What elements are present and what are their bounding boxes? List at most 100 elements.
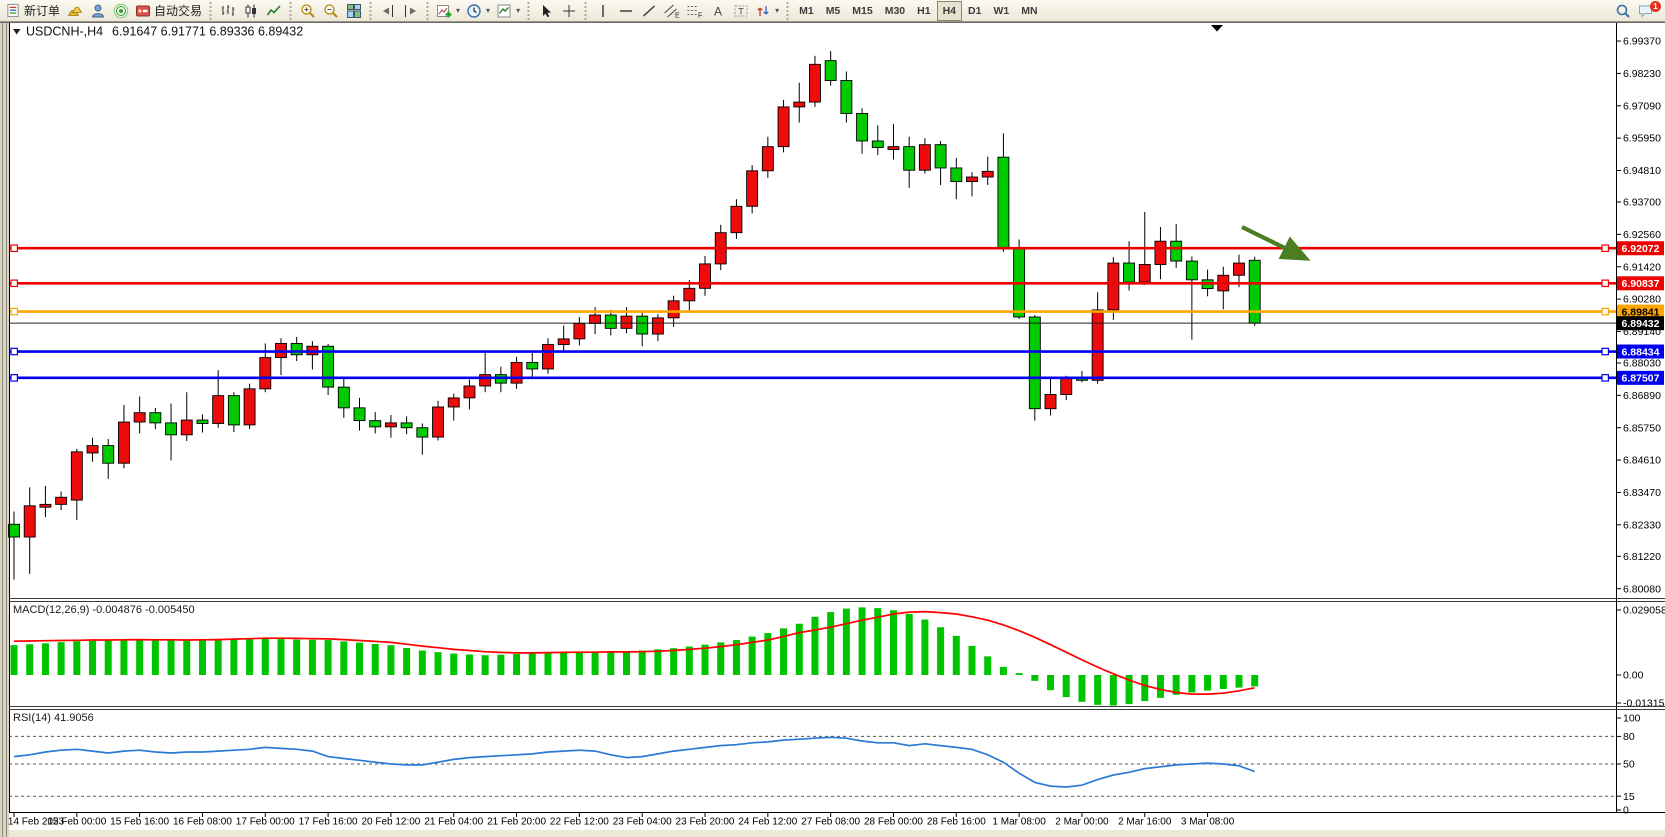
candle-body <box>934 144 947 169</box>
community-button[interactable] <box>86 1 109 21</box>
line-handle[interactable] <box>10 244 19 253</box>
line-handle[interactable] <box>1601 244 1610 253</box>
timeframe-h1-button[interactable]: H1 <box>911 1 936 21</box>
tile-windows-button[interactable] <box>342 1 365 21</box>
horizontal-line-objects[interactable]: 6.92072 6.90837 6.89841 6.88434 6.87507 6.894… <box>9 241 1664 385</box>
timeframe-m15-button[interactable]: M15 <box>846 1 878 21</box>
rsi-axis-label: 15 <box>1623 791 1635 803</box>
bid-label-box <box>1617 316 1664 331</box>
price-label-box <box>1617 304 1664 319</box>
candle-body <box>1044 394 1057 410</box>
time-label: 21 Feb 20:00 <box>487 817 546 828</box>
macd-bar <box>214 639 222 675</box>
macd-bar <box>999 666 1007 675</box>
autotrading-button[interactable]: 自动交易 <box>132 1 205 21</box>
left-splitter[interactable] <box>0 22 9 837</box>
macd-bar <box>748 636 756 675</box>
candle-body <box>887 146 900 150</box>
new-chart-button[interactable] <box>433 1 463 21</box>
arrows-icon <box>757 5 769 16</box>
candle-body <box>1060 377 1073 395</box>
candle-body <box>557 338 570 345</box>
horizontal-line-button[interactable] <box>614 1 637 21</box>
macd-bar <box>230 639 238 675</box>
line-handle[interactable] <box>1601 307 1610 316</box>
search-button[interactable] <box>1611 1 1634 21</box>
zoom-in-button[interactable] <box>296 1 319 21</box>
macd-bar <box>198 639 206 675</box>
auto-scroll-icon <box>404 4 416 17</box>
macd-bar <box>1047 675 1055 691</box>
macd-bar <box>513 654 521 675</box>
text-label-icon: T <box>734 5 748 16</box>
candle-body <box>165 422 178 436</box>
time-label: 15 Feb 00:00 <box>47 817 106 828</box>
macd-bar <box>732 640 740 675</box>
line-chart-button[interactable] <box>262 1 285 21</box>
chat-button[interactable]: 1 <box>1634 0 1661 21</box>
vertical-line-button[interactable] <box>591 1 614 21</box>
signals-button[interactable] <box>109 1 132 21</box>
timeframe-buttons: M1 M5 M15 M30 H1 H4 D1 W1 MN <box>793 0 1043 21</box>
autotrading-label: 自动交易 <box>154 4 203 18</box>
vertical-line-icon <box>601 4 604 17</box>
macd-bar <box>167 639 175 675</box>
auto-scroll-button[interactable] <box>399 1 422 21</box>
candle-body <box>651 317 664 335</box>
chart-shift-button[interactable] <box>376 1 399 21</box>
fibonacci-button[interactable]: F <box>683 1 706 21</box>
line-handle[interactable] <box>1601 347 1610 356</box>
text-label-button[interactable]: T <box>729 1 752 21</box>
zoom-out-button[interactable] <box>319 1 342 21</box>
new-chart-icon <box>437 4 452 17</box>
bar-chart-button[interactable] <box>216 1 239 21</box>
arrows-tool-button[interactable] <box>752 1 782 21</box>
chart-bg <box>9 23 1665 830</box>
line-handle[interactable] <box>10 307 19 316</box>
candle-body <box>793 101 806 108</box>
equidistant-channel-button[interactable]: E <box>660 1 683 21</box>
candle-body <box>102 445 115 464</box>
candle-body <box>856 112 869 142</box>
macd-bar <box>450 653 458 675</box>
timeframe-m1-button[interactable]: M1 <box>793 1 820 21</box>
timeframe-m5-button[interactable]: M5 <box>820 1 847 21</box>
macd-bar <box>1172 675 1180 695</box>
timeframe-mn-button[interactable]: MN <box>1015 1 1043 21</box>
timeframe-h4-button[interactable]: H4 <box>936 0 963 21</box>
macd-bar <box>685 646 693 675</box>
candlestick-chart-button[interactable] <box>239 1 262 21</box>
chart-area[interactable]: 6.92072 6.90837 6.89841 6.88434 6.87507 6.894… <box>0 22 1665 837</box>
zoom-in-icon <box>300 3 315 18</box>
sell-arrow-annotation[interactable] <box>1241 225 1311 261</box>
price-axis[interactable]: 6.99370 6.98230 6.97090 6.95950 6.94810 6.937… <box>1616 36 1661 596</box>
line-handle[interactable] <box>1601 374 1610 382</box>
price-label: 6.89841 <box>1622 306 1660 318</box>
periods-button[interactable] <box>463 1 493 21</box>
time-label: 3 Mar 08:00 <box>1181 817 1235 828</box>
timeframe-d1-button[interactable]: D1 <box>962 1 987 21</box>
new-order-label: 新订单 <box>24 4 61 18</box>
cursor-button[interactable] <box>534 1 557 21</box>
shift-marker-icon <box>1211 25 1223 32</box>
candle-body <box>1123 262 1136 283</box>
line-handle[interactable] <box>10 279 19 288</box>
candle-body <box>353 407 366 422</box>
timeframe-m30-button[interactable]: M30 <box>879 1 911 21</box>
equidistant-channel-icon: E <box>664 4 680 19</box>
new-order-button[interactable]: 新订单 <box>3 1 63 21</box>
line-handle[interactable] <box>1601 279 1610 288</box>
market-button[interactable] <box>63 1 86 21</box>
template-icon <box>497 4 511 17</box>
price-tick-label: 6.99370 <box>1623 36 1661 48</box>
text-tool-button[interactable]: A <box>706 1 729 21</box>
symbol-dropdown-icon[interactable] <box>13 29 21 35</box>
timeframe-w1-button[interactable]: W1 <box>987 1 1015 21</box>
trendline-button[interactable] <box>637 1 660 21</box>
crosshair-button[interactable] <box>557 1 580 21</box>
templates-button[interactable] <box>493 1 523 21</box>
line-handle[interactable] <box>10 347 19 356</box>
candle-body <box>526 361 539 370</box>
line-handle[interactable] <box>10 374 19 382</box>
